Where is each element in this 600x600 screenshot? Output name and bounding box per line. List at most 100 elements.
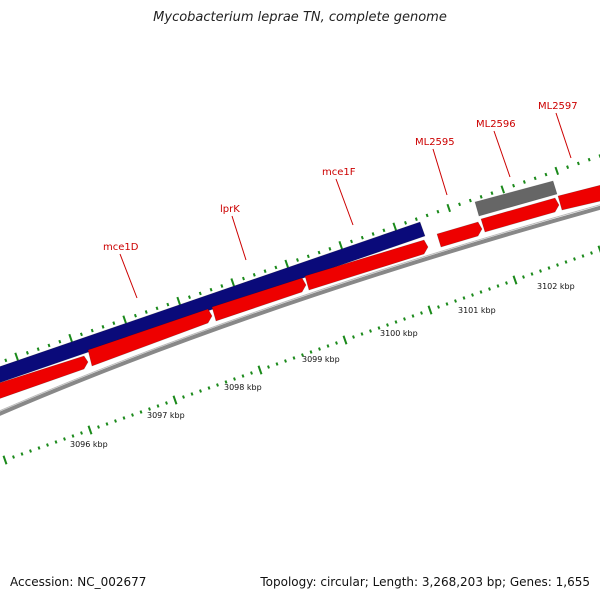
scale-tick bbox=[445, 302, 449, 306]
forward-gene-arrow bbox=[0, 355, 89, 399]
label-leader-line bbox=[119, 253, 138, 299]
scale-tick bbox=[512, 275, 518, 285]
outer-tick bbox=[101, 325, 105, 329]
scale-tick bbox=[29, 449, 32, 453]
kbp-label: 3097 kbp bbox=[147, 411, 185, 420]
scale-tick bbox=[275, 362, 279, 366]
scale-tick bbox=[573, 257, 576, 261]
outer-tick bbox=[404, 221, 408, 225]
scale-tick bbox=[556, 263, 559, 267]
outer-tick bbox=[166, 302, 170, 307]
scale-tick bbox=[403, 317, 406, 321]
kbp-label: 3096 kbp bbox=[70, 440, 108, 449]
scale-tick bbox=[182, 395, 185, 399]
outer-tick bbox=[133, 313, 137, 318]
forward-gene-arrow bbox=[557, 184, 600, 211]
scale-tick bbox=[233, 377, 236, 381]
scale-tick bbox=[250, 371, 253, 375]
scale-tick bbox=[309, 350, 313, 354]
scale-tick bbox=[360, 332, 364, 336]
label-leaders bbox=[119, 112, 572, 299]
scale-tick bbox=[20, 452, 24, 456]
outer-tick bbox=[176, 296, 181, 305]
forward-gene-arrow bbox=[87, 308, 213, 367]
outer-tick bbox=[566, 165, 570, 169]
scale-tick bbox=[522, 275, 525, 279]
kbp-label: 3099 kbp bbox=[302, 355, 340, 364]
scale-tick bbox=[479, 290, 483, 294]
scale-tick bbox=[216, 383, 219, 387]
outer-tick bbox=[512, 183, 516, 188]
scale-tick bbox=[224, 380, 228, 384]
scale-tick bbox=[437, 305, 440, 309]
scale-tick bbox=[539, 269, 542, 273]
gene-label-ml2596: ML2596 bbox=[476, 119, 516, 130]
outer-tick bbox=[144, 310, 148, 314]
outer-tick bbox=[122, 315, 127, 324]
scale-tick bbox=[547, 266, 551, 270]
scale-tick bbox=[165, 401, 168, 405]
gene-label-mce1d: mce1D bbox=[103, 242, 139, 253]
outer-tick bbox=[468, 198, 472, 203]
label-leader-line bbox=[555, 112, 572, 159]
scale-tick bbox=[564, 260, 568, 264]
outer-tick bbox=[230, 278, 235, 287]
outer-tick bbox=[242, 276, 245, 281]
scale-tick bbox=[241, 374, 245, 378]
outer-tick bbox=[360, 235, 364, 240]
forward-gene-arrow bbox=[304, 239, 429, 291]
scale-tick bbox=[172, 395, 178, 405]
scale-tick bbox=[131, 413, 134, 417]
reverse-feature-block bbox=[0, 221, 426, 383]
scale-tick bbox=[471, 293, 474, 297]
outer-tick bbox=[317, 250, 321, 255]
outer-tick bbox=[4, 358, 8, 363]
outer-tick bbox=[392, 222, 397, 231]
outer-tick bbox=[425, 213, 429, 218]
gene-label-ml2595: ML2595 bbox=[415, 137, 455, 148]
scale-tick bbox=[207, 386, 211, 390]
gene-label-ml2597: ML2597 bbox=[538, 101, 578, 112]
outer-tick bbox=[79, 332, 83, 337]
scale-tick bbox=[199, 389, 202, 393]
scale-tick bbox=[284, 359, 287, 363]
scale-tick bbox=[454, 299, 457, 303]
scale-tick bbox=[369, 329, 372, 333]
kbp-label: 3102 kbp bbox=[537, 282, 575, 291]
scale-tick bbox=[488, 287, 491, 291]
label-leader-line bbox=[432, 148, 448, 196]
outer-tick bbox=[90, 328, 94, 333]
scale-tick bbox=[326, 344, 330, 348]
scale-tick bbox=[420, 311, 423, 315]
outer-tick bbox=[371, 232, 375, 236]
scale-tick bbox=[267, 365, 270, 369]
outer-tick bbox=[544, 172, 548, 177]
kbp-label: 3098 kbp bbox=[224, 383, 262, 392]
outer-tick bbox=[587, 157, 591, 162]
scale-tick bbox=[37, 446, 41, 450]
backbone-highlight bbox=[0, 204, 600, 412]
map-title: Mycobacterium leprae TN, complete genome bbox=[153, 10, 447, 25]
scale-tick bbox=[352, 335, 355, 339]
scale-tick bbox=[394, 320, 398, 324]
scale-ticks bbox=[2, 245, 600, 465]
scale-tick bbox=[530, 272, 534, 276]
kbp-labels: 3096 kbp 3097 kbp 3098 kbp 3099 kbp 3100 kbp… bbox=[70, 282, 575, 449]
scale-tick bbox=[427, 305, 433, 315]
scale-tick bbox=[292, 356, 296, 360]
accession-text: Accession: NC_002677 bbox=[10, 575, 147, 589]
outer-tick bbox=[338, 241, 343, 250]
scale-tick bbox=[386, 323, 389, 327]
scale-tick bbox=[54, 440, 58, 444]
outer-tick bbox=[14, 352, 19, 361]
scale-tick bbox=[71, 434, 75, 438]
scale-tick bbox=[190, 392, 194, 396]
outer-tick bbox=[533, 176, 537, 181]
outer-tick bbox=[328, 247, 332, 251]
outer-tick bbox=[36, 347, 40, 351]
scale-tick bbox=[411, 314, 415, 318]
genome-summary-text: Topology: circular; Length: 3,268,203 bp… bbox=[260, 575, 590, 589]
outer-tick bbox=[446, 203, 451, 213]
genome-backbone bbox=[0, 204, 600, 416]
